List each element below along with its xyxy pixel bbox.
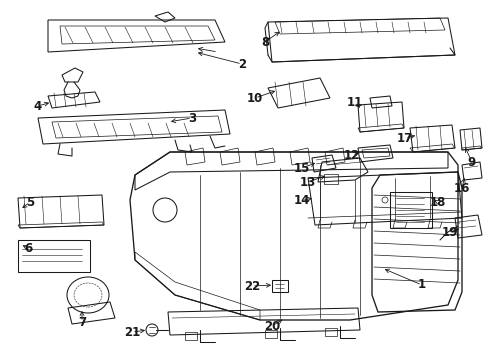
Text: 6: 6: [24, 242, 32, 255]
Text: 2: 2: [238, 58, 245, 71]
Text: 21: 21: [123, 325, 140, 338]
Text: 19: 19: [441, 225, 457, 239]
Text: 22: 22: [244, 279, 260, 292]
Text: 18: 18: [429, 195, 445, 208]
Text: 7: 7: [78, 315, 86, 328]
Text: 3: 3: [187, 112, 196, 125]
Text: 15: 15: [293, 162, 309, 175]
Bar: [264, 330, 276, 338]
Text: 14: 14: [293, 194, 309, 207]
Text: 20: 20: [264, 320, 280, 333]
Bar: [18, 240, 90, 272]
Text: 12: 12: [343, 149, 359, 162]
Text: 13: 13: [299, 176, 315, 189]
Bar: [325, 328, 336, 336]
Text: 1: 1: [417, 279, 425, 292]
Bar: [389, 192, 431, 228]
Text: 4: 4: [34, 99, 42, 112]
Text: 16: 16: [453, 181, 469, 194]
Text: 5: 5: [26, 195, 34, 208]
Bar: [271, 280, 287, 292]
Text: 9: 9: [467, 156, 475, 168]
Bar: [184, 332, 197, 340]
Text: 10: 10: [246, 91, 263, 104]
Text: 17: 17: [396, 131, 412, 144]
Bar: [324, 174, 337, 184]
Text: 11: 11: [346, 95, 363, 108]
Text: 8: 8: [260, 36, 268, 49]
